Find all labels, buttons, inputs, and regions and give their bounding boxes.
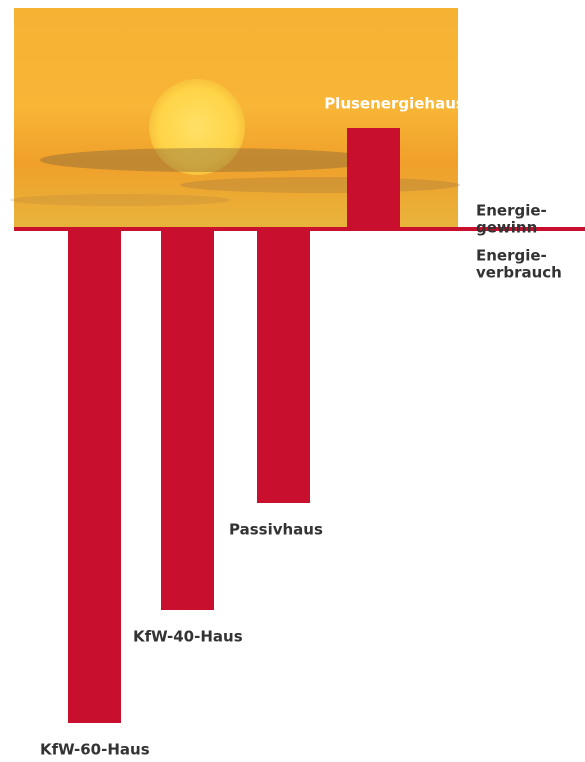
axis-annotation: verbrauch xyxy=(476,264,562,282)
axis-annotation: Energie- xyxy=(476,247,547,265)
page: {"chart_data": {"type": "bar", "categori… xyxy=(0,0,585,762)
chart: KfW-60-Haus KfW-40-Haus Passivhaus Plusener… xyxy=(0,0,585,762)
bar-label: KfW-40-Haus xyxy=(133,628,243,646)
bar xyxy=(257,229,310,503)
bar-label: Passivhaus xyxy=(229,521,323,539)
bar-label: Plusenergiehaus® xyxy=(324,95,480,113)
axis-annotation: Energie- xyxy=(476,202,547,220)
bar xyxy=(68,229,121,723)
axis-annotation: gewinn xyxy=(476,219,537,237)
bar xyxy=(347,128,400,229)
bar xyxy=(161,229,214,610)
bar-label: KfW-60-Haus xyxy=(40,741,150,759)
